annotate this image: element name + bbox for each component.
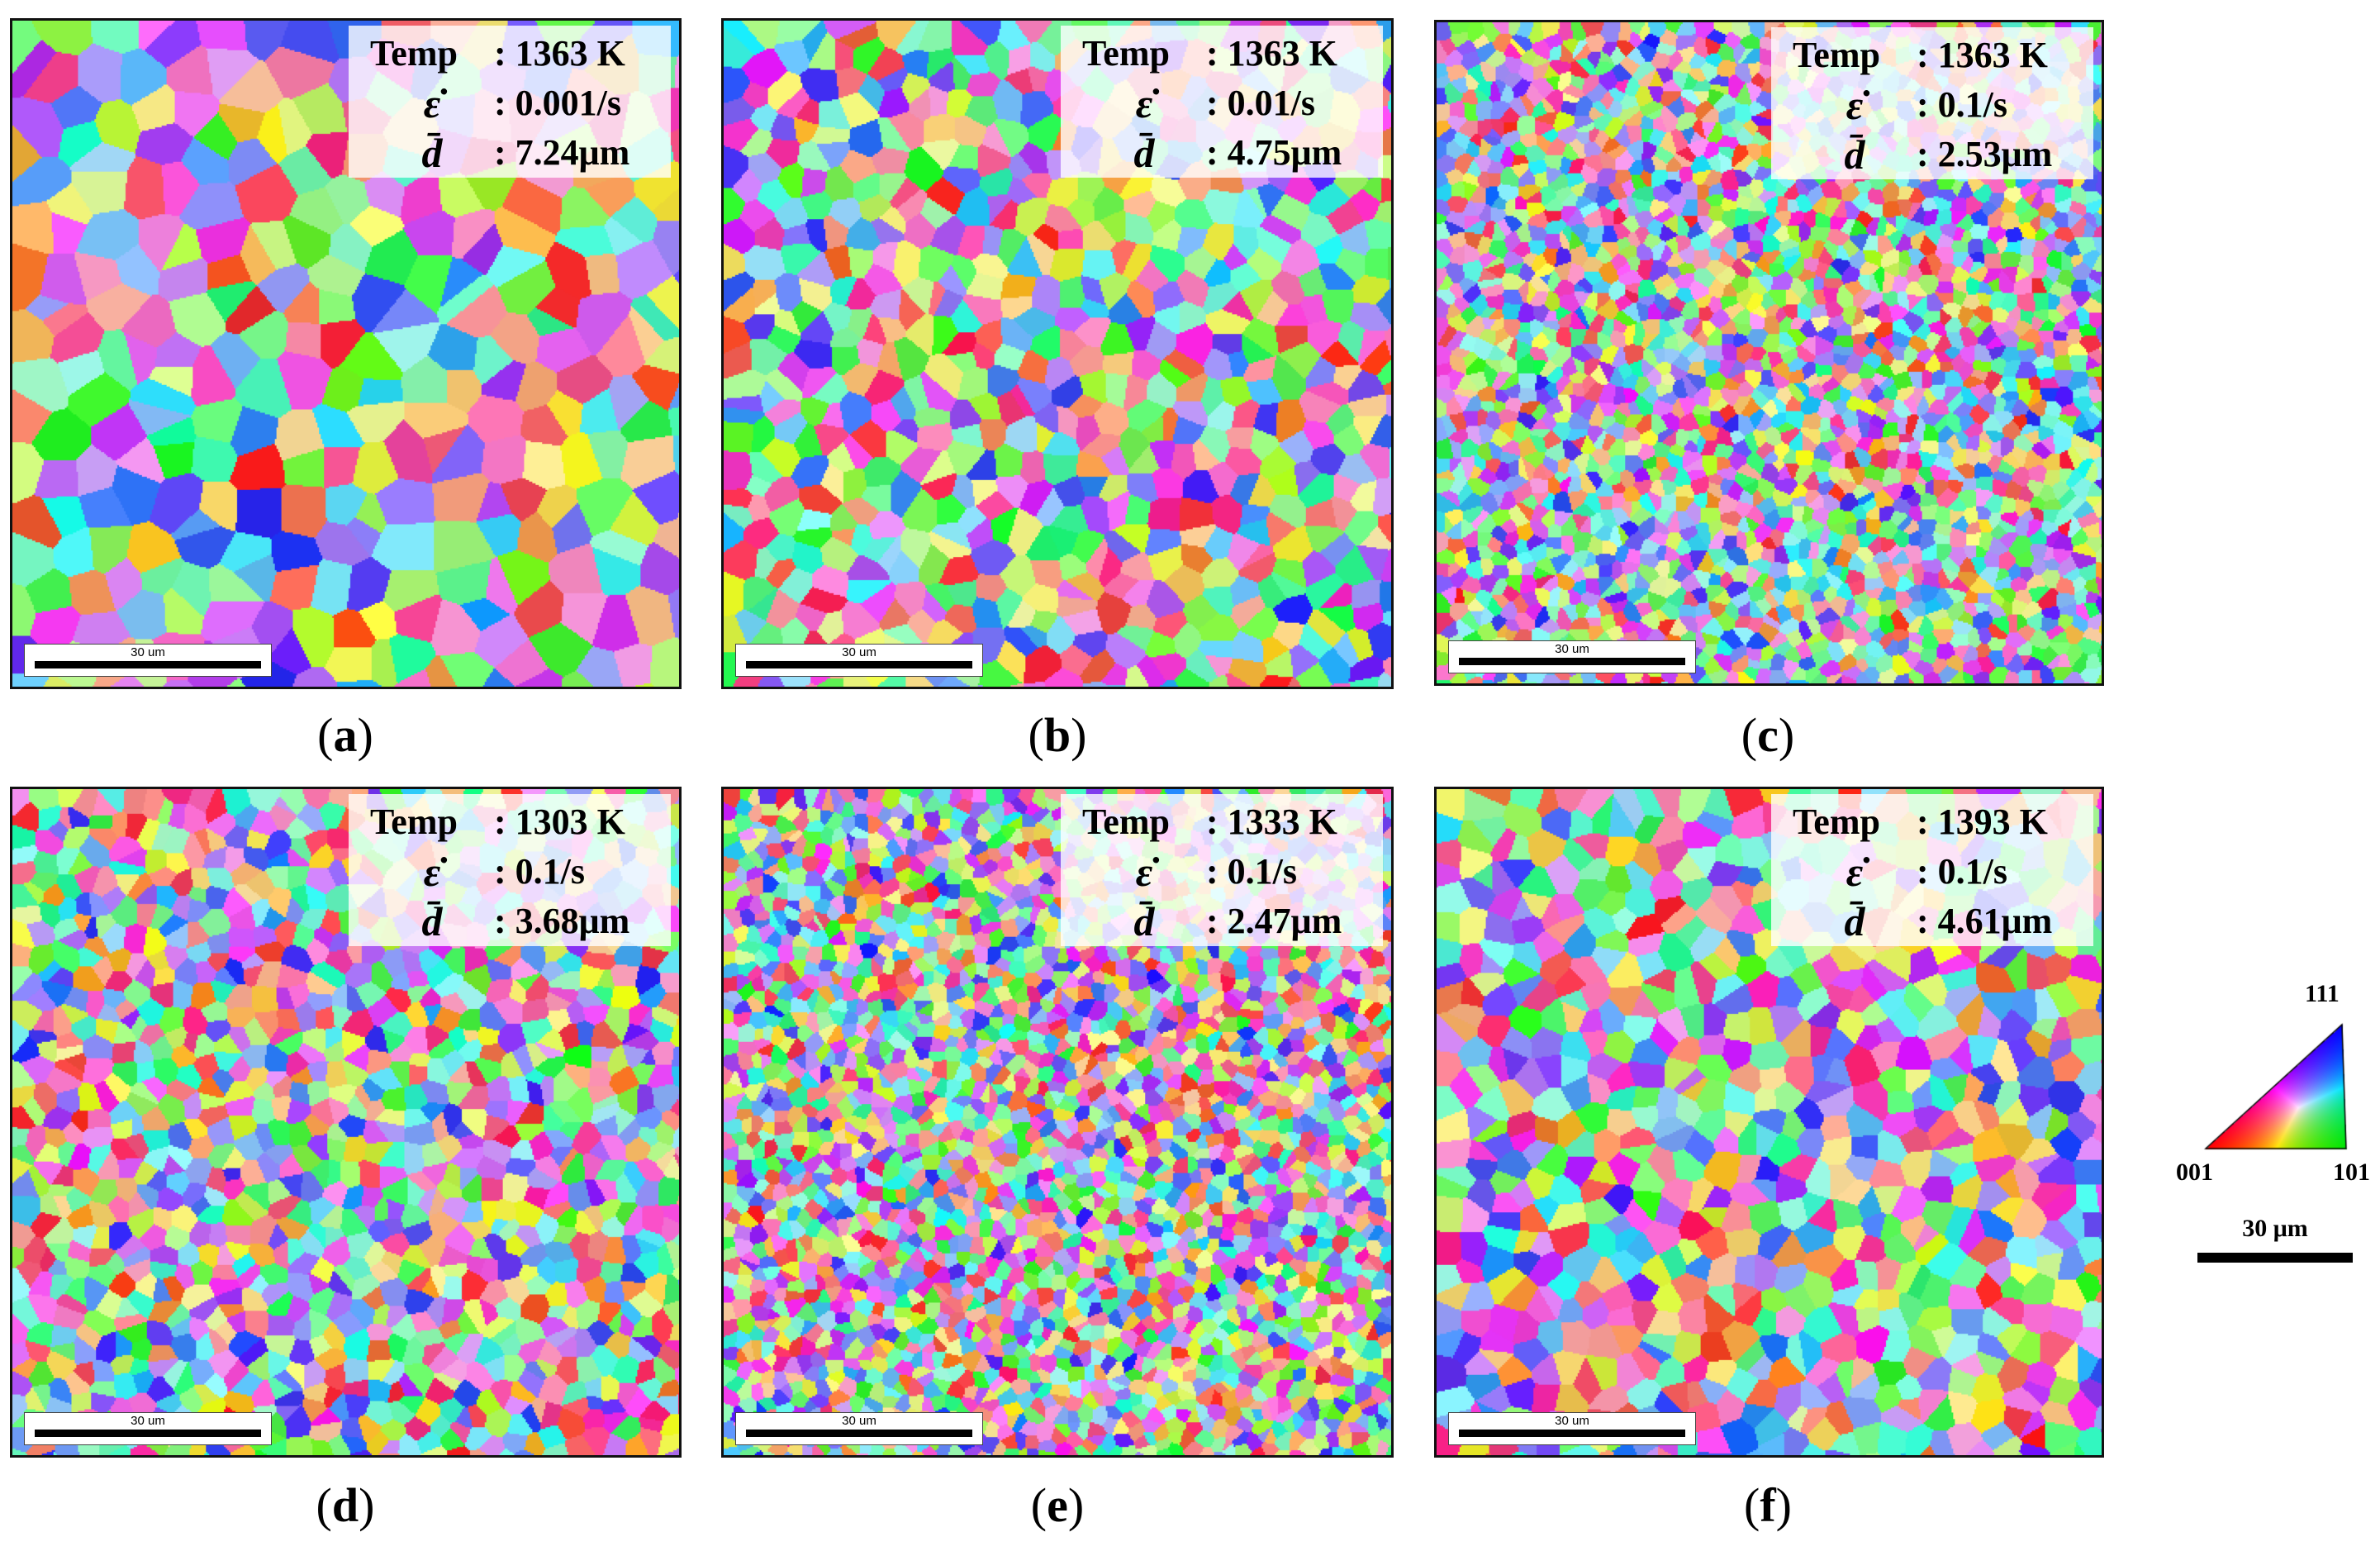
temp-label: Temp	[1793, 35, 1880, 75]
legend-label-111: 111	[2305, 980, 2340, 1007]
caption-letter: c	[1757, 708, 1779, 762]
strain-rate-symbol: ε̇	[423, 849, 441, 895]
temp-label: Temp	[370, 802, 458, 842]
ebsd-map-e: Temp : 1333 K ε̇ : 0.1/s d̄ : 2.47μm 30 um	[721, 787, 1394, 1458]
info-box-f: Temp : 1393 K ε̇ : 0.1/s d̄ : 4.61μm	[1771, 794, 2093, 946]
strain-rate-symbol: ε̇	[1846, 849, 1864, 895]
temp-value: : 1393 K	[1917, 802, 2048, 842]
strain-rate-symbol: ε̇	[1135, 80, 1153, 126]
ebsd-map-a: Temp : 1363 K ε̇ : 0.001/s d̄ : 7.24μm 30 u…	[10, 18, 682, 689]
grain-size-symbol: d̄	[1844, 898, 1865, 944]
strain-rate-value: : 0.001/s	[494, 83, 621, 123]
info-box-c: Temp : 1363 K ε̇ : 0.1/s d̄ : 2.53μm	[1771, 27, 2093, 179]
caption-a: (a)	[317, 708, 373, 762]
ebsd-map-b: Temp : 1363 K ε̇ : 0.01/s d̄ : 4.75μm 30 um	[721, 18, 1394, 689]
scale-bar-c: 30 um	[1448, 640, 1696, 673]
caption-letter: f	[1760, 1478, 1776, 1532]
grain-size-symbol: d̄	[1133, 898, 1155, 944]
temp-value: : 1303 K	[494, 802, 625, 842]
scale-bar-b: 30 um	[735, 644, 983, 677]
temp-label: Temp	[1082, 33, 1170, 74]
scale-bar-f: 30 um	[1448, 1412, 1696, 1445]
grain-size-value: : 2.53μm	[1917, 134, 2053, 174]
legend-scale-bar	[2197, 1253, 2353, 1263]
info-box-d: Temp : 1303 K ε̇ : 0.1/s d̄ : 3.68μm	[349, 794, 671, 946]
grain-size-value: : 3.68μm	[494, 901, 630, 941]
scale-bar-e: 30 um	[735, 1412, 983, 1445]
temp-value: : 1363 K	[1206, 33, 1337, 74]
strain-rate-value: : 0.01/s	[1206, 83, 1315, 123]
scale-bar-label: 30 um	[842, 1414, 876, 1428]
info-box-e: Temp : 1333 K ε̇ : 0.1/s d̄ : 2.47μm	[1061, 794, 1383, 946]
strain-rate-value: : 0.1/s	[1917, 851, 2007, 892]
scale-bar-label: 30 um	[842, 645, 876, 659]
grain-size-value: : 2.47μm	[1206, 901, 1342, 941]
grain-size-symbol: d̄	[421, 898, 443, 944]
temp-label: Temp	[1793, 802, 1880, 842]
caption-b: (b)	[1028, 708, 1087, 762]
strain-rate-value: : 0.1/s	[1206, 851, 1297, 892]
strain-rate-symbol: ε̇	[423, 80, 441, 126]
temp-value: : 1363 K	[494, 33, 625, 74]
ebsd-map-f: Temp : 1393 K ε̇ : 0.1/s d̄ : 4.61μm 30 um	[1434, 787, 2104, 1458]
caption-d: (d)	[316, 1478, 375, 1532]
legend-label-101: 101	[2333, 1158, 2370, 1186]
grain-size-symbol: d̄	[421, 130, 443, 176]
caption-c: (c)	[1741, 708, 1795, 762]
scale-bar-d: 30 um	[24, 1412, 272, 1445]
ebsd-map-d: Temp : 1303 K ε̇ : 0.1/s d̄ : 3.68μm 30 um	[10, 787, 682, 1458]
grain-size-value: : 7.24μm	[494, 132, 630, 173]
strain-rate-value: : 0.1/s	[494, 851, 585, 892]
ipf-color-triangle	[2197, 1008, 2354, 1157]
info-box-a: Temp : 1363 K ε̇ : 0.001/s d̄ : 7.24μm	[349, 26, 671, 178]
scale-bar-label: 30 um	[131, 645, 165, 659]
temp-label: Temp	[370, 33, 458, 74]
info-box-b: Temp : 1363 K ε̇ : 0.01/s d̄ : 4.75μm	[1061, 26, 1383, 178]
caption-letter: a	[333, 708, 358, 762]
grain-size-value: : 4.75μm	[1206, 132, 1342, 173]
strain-rate-symbol: ε̇	[1846, 82, 1864, 128]
legend-label-001: 001	[2176, 1158, 2213, 1186]
grain-size-value: : 4.61μm	[1917, 901, 2053, 941]
grain-size-symbol: d̄	[1133, 130, 1155, 176]
ebsd-map-c: Temp : 1363 K ε̇ : 0.1/s d̄ : 2.53μm 30 um	[1434, 20, 2104, 686]
grain-size-symbol: d̄	[1844, 131, 1865, 178]
scale-bar-label: 30 um	[1555, 1414, 1589, 1428]
scale-bar-label: 30 um	[131, 1414, 165, 1428]
legend-scale-label: 30 μm	[2242, 1215, 2308, 1242]
temp-value: : 1363 K	[1917, 35, 2048, 75]
scale-bar-label: 30 um	[1555, 642, 1589, 656]
caption-letter: b	[1043, 708, 1071, 762]
strain-rate-symbol: ε̇	[1135, 849, 1153, 895]
caption-e: (e)	[1030, 1478, 1085, 1532]
strain-rate-value: : 0.1/s	[1917, 84, 2007, 125]
caption-letter: d	[331, 1478, 359, 1532]
scale-bar-a: 30 um	[24, 644, 272, 677]
caption-f: (f)	[1744, 1478, 1792, 1532]
temp-label: Temp	[1082, 802, 1170, 842]
caption-letter: e	[1047, 1478, 1068, 1532]
temp-value: : 1333 K	[1206, 802, 1337, 842]
